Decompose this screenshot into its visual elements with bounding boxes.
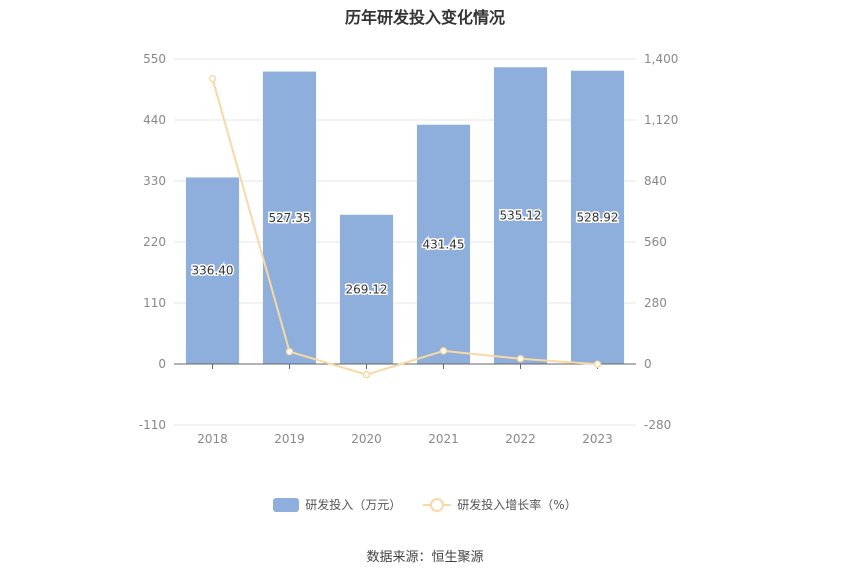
x-tick-label: 2021 xyxy=(428,432,459,446)
bar xyxy=(262,71,317,364)
y-right-tick-label: -280 xyxy=(644,418,671,432)
bar xyxy=(416,124,471,364)
bar-data-label: 336.40 xyxy=(192,264,234,278)
bar-data-label: 528.92 xyxy=(577,210,619,224)
line-point xyxy=(362,370,371,379)
chart-title: 历年研发投入变化情况 xyxy=(344,8,505,27)
bar xyxy=(185,177,240,364)
y-right-tick-label: 0 xyxy=(644,357,652,371)
line-series xyxy=(211,78,598,376)
line-point xyxy=(208,74,217,83)
line-point xyxy=(516,355,525,363)
bar-data-label: 269.12 xyxy=(346,282,388,296)
y-left-tick-label: 110 xyxy=(143,296,166,310)
bar xyxy=(570,70,625,364)
bar-data-label: 527.35 xyxy=(269,211,311,225)
y-left-tick-label: -110 xyxy=(139,418,166,432)
x-tick-label: 2022 xyxy=(505,432,536,446)
x-tick-label: 2023 xyxy=(582,432,613,446)
line-point xyxy=(439,347,448,355)
legend-line-swatch xyxy=(423,497,452,512)
y-right-tick-label: 560 xyxy=(644,235,667,249)
y-left-tick-label: 330 xyxy=(143,174,166,188)
legend-bar-swatch xyxy=(273,497,300,512)
legend-item-line[interactable]: 研发投入增长率（%） xyxy=(423,496,577,513)
chart-legend: 研发投入（万元） 研发投入增长率（%） xyxy=(0,496,850,513)
y-left-tick-label: 0 xyxy=(158,357,166,371)
y-left-tick-label: 440 xyxy=(143,113,166,127)
bar-data-label: 535.12 xyxy=(500,209,542,223)
bar-data-label: 431.45 xyxy=(423,237,465,251)
x-tick-label: 2018 xyxy=(197,432,228,446)
y-right-tick-label: 1,120 xyxy=(644,113,678,127)
legend-label-line: 研发投入增长率（%） xyxy=(457,498,577,512)
y-left-tick-label: 550 xyxy=(143,52,166,66)
data-source-note: 数据来源：恒生聚源 xyxy=(366,550,484,565)
line-point xyxy=(593,360,602,369)
bar xyxy=(339,214,394,364)
y-right-tick-label: 1,400 xyxy=(644,52,678,66)
y-right-tick-label: 280 xyxy=(644,296,667,310)
legend-item-bar[interactable]: 研发投入（万元） xyxy=(273,496,401,513)
y-left-tick-label: 220 xyxy=(143,235,166,249)
x-tick-label: 2019 xyxy=(274,432,305,446)
x-tick-label: 2020 xyxy=(351,432,382,446)
legend-label-bar: 研发投入（万元） xyxy=(305,498,402,512)
line-point xyxy=(285,347,294,356)
bar xyxy=(493,67,548,364)
y-right-tick-label: 840 xyxy=(644,174,667,188)
